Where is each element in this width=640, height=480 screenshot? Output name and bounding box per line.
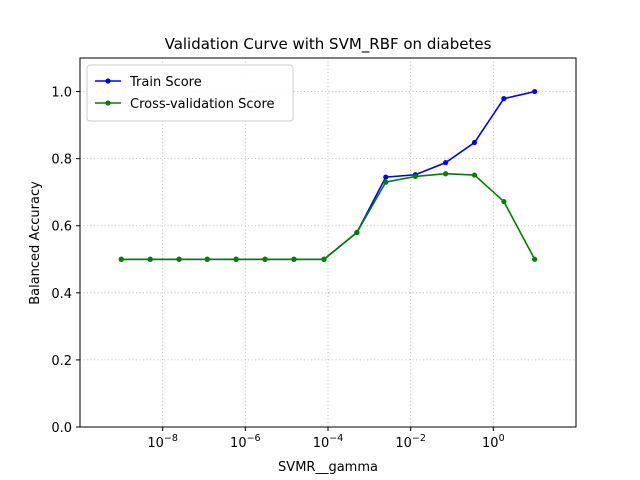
x-tick-label: 10−4 (313, 433, 344, 451)
data-point (383, 174, 389, 180)
legend-label: Cross-validation Score (130, 97, 275, 112)
data-point (321, 256, 327, 262)
legend-label: Train Score (129, 75, 202, 90)
x-tick-label: 10−8 (147, 433, 178, 451)
y-tick-label: 0.8 (51, 153, 72, 168)
data-point (442, 171, 449, 177)
data-point (532, 88, 538, 95)
y-tick-label: 0.4 (51, 287, 72, 302)
x-tick-exponent: −8 (164, 433, 178, 444)
data-point (176, 256, 182, 262)
data-point (412, 173, 418, 180)
data-point (532, 256, 538, 262)
x-axis-label: SVMR__gamma (278, 460, 378, 475)
data-point (147, 256, 153, 262)
x-tick-exponent: −6 (247, 433, 261, 444)
data-point (471, 139, 478, 146)
legend-item: Cross-validation Score (95, 97, 275, 112)
x-tick-label: 10−2 (395, 433, 426, 451)
data-point (442, 160, 449, 166)
y-tick-label: 0.0 (51, 421, 72, 436)
data-point (501, 198, 507, 205)
data-point (262, 256, 268, 262)
x-tick-exponent: −2 (412, 433, 426, 444)
legend-swatch-marker (105, 78, 111, 84)
data-point (204, 256, 210, 262)
data-point (471, 172, 478, 178)
y-tick-label: 1.0 (51, 86, 72, 101)
data-point (233, 256, 239, 262)
axis-ticks: 0.00.20.40.60.81.010−8 10−6 10−4 10−2 100 (51, 86, 504, 451)
legend: Train Score Cross-validation Score (86, 64, 294, 122)
x-tick-base: 10 (482, 436, 499, 451)
x-tick-label: 100 (482, 433, 505, 451)
legend-swatch-marker (105, 100, 111, 106)
x-tick-base: 10 (230, 436, 247, 451)
x-tick-base: 10 (147, 436, 164, 451)
y-tick-label: 0.6 (51, 220, 72, 235)
data-point (291, 256, 297, 262)
data-point (383, 179, 389, 185)
legend-item: Train Score (95, 75, 202, 90)
data-point (354, 229, 360, 236)
data-point (501, 95, 507, 102)
x-tick-exponent: 0 (499, 433, 505, 444)
data-point (118, 256, 124, 262)
series-cross-validation-score (118, 171, 538, 262)
x-tick-label: 10−6 (230, 433, 261, 451)
series-layer (118, 88, 538, 262)
x-tick-base: 10 (395, 436, 412, 451)
legend-box (86, 64, 294, 122)
x-tick-base: 10 (313, 436, 330, 451)
y-tick-label: 0.2 (51, 354, 72, 369)
chart-title: Validation Curve with SVM_RBF on diabete… (165, 35, 492, 54)
y-axis-label: Balanced Accuracy (28, 181, 43, 305)
x-tick-exponent: −4 (329, 433, 343, 444)
